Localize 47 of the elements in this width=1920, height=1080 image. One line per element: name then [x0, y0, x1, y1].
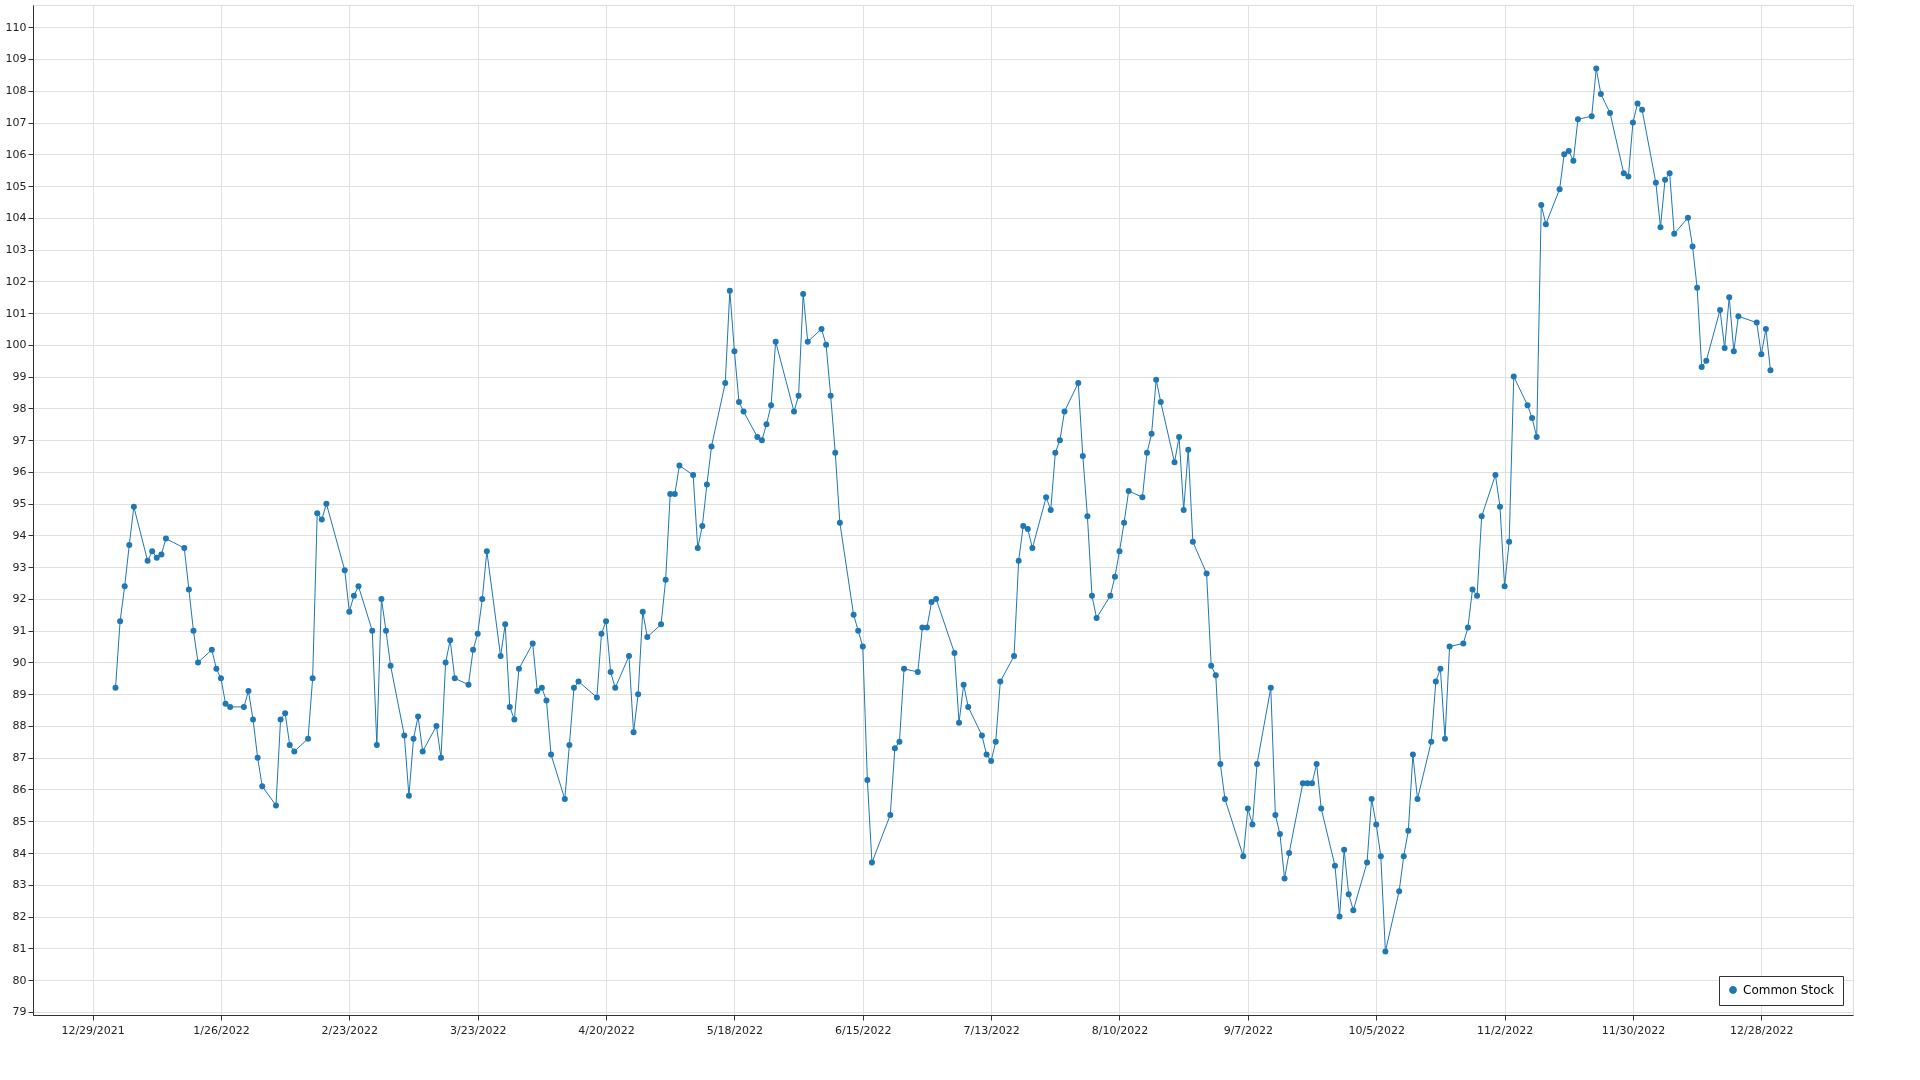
y-tick-label: 86 — [12, 783, 27, 796]
y-tick-label: 95 — [12, 497, 27, 511]
y-tick-label: 84 — [12, 846, 27, 860]
legend-label: Common Stock — [1743, 983, 1835, 997]
y-tick-label: 100 — [5, 338, 27, 352]
y-tick-label: 110 — [5, 20, 27, 34]
y-tick-label: 104 — [5, 211, 27, 225]
y-tick-label: 109 — [5, 52, 27, 66]
y-tick-label: 107 — [5, 116, 27, 130]
y-tick-label: 108 — [5, 84, 27, 98]
y-tick-label: 85 — [12, 814, 27, 828]
x-tick-label: 6/15/2022 — [835, 1023, 892, 1037]
y-tick-label: 82 — [12, 910, 27, 924]
y-tick-label: 106 — [5, 147, 27, 161]
y-tick-label: 93 — [12, 560, 27, 574]
x-tick-label: 7/13/2022 — [963, 1023, 1020, 1037]
y-tick-label: 103 — [5, 243, 27, 257]
y-tick-label: 101 — [5, 306, 27, 320]
y-tick-label: 88 — [12, 719, 27, 733]
x-tick-label: 5/18/2022 — [706, 1023, 764, 1037]
y-tick-label: 97 — [12, 433, 27, 447]
y-tick-label: 96 — [12, 465, 27, 479]
x-tick-label: 11/30/2022 — [1601, 1023, 1666, 1037]
x-tick-label: 4/20/2022 — [578, 1023, 635, 1037]
x-tick-label: 12/29/2021 — [61, 1023, 125, 1037]
x-tick-label: 10/5/2022 — [1348, 1023, 1405, 1037]
x-tick-label: 3/23/2022 — [449, 1023, 507, 1037]
y-tick-label: 105 — [5, 179, 27, 193]
y-tick-label: 102 — [5, 274, 27, 288]
y-tick-label: 99 — [12, 370, 27, 384]
y-tick-label: 94 — [12, 528, 27, 542]
x-tick-label: 1/26/2022 — [193, 1023, 250, 1037]
y-tick-label: 92 — [12, 592, 27, 606]
x-tick-label: 8/10/2022 — [1091, 1023, 1149, 1037]
y-tick-label: 80 — [12, 973, 27, 987]
x-tick-label: 9/7/2022 — [1223, 1023, 1274, 1037]
y-tick-label: 90 — [12, 655, 27, 669]
x-tick-label: 12/28/2022 — [1730, 1023, 1794, 1037]
y-tick-label: 87 — [12, 751, 27, 765]
x-tick-label: 11/2/2022 — [1476, 1023, 1534, 1037]
y-tick-label: 91 — [12, 624, 27, 638]
y-tick-label: 81 — [12, 941, 27, 955]
y-tick-label: 98 — [12, 401, 27, 415]
y-tick-label: 89 — [12, 687, 27, 701]
y-tick-label: 83 — [12, 878, 27, 892]
x-tick-label: 2/23/2022 — [321, 1023, 379, 1037]
y-tick-label: 79 — [12, 1005, 27, 1019]
